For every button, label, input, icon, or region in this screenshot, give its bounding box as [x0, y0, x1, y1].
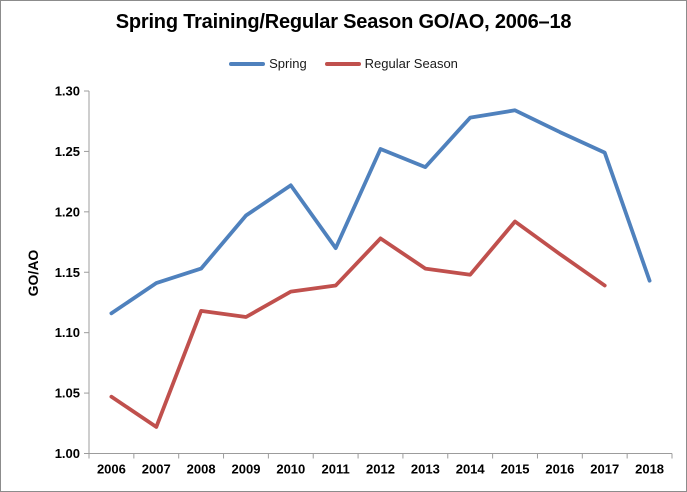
y-tick-label: 1.15	[55, 265, 80, 280]
x-tick-label: 2009	[232, 462, 261, 477]
x-tick-label: 2007	[142, 462, 171, 477]
x-tick-label: 2010	[276, 462, 305, 477]
regular-season-line-swatch	[324, 61, 361, 66]
y-tick-label: 1.10	[55, 325, 80, 340]
x-tick-label: 2015	[501, 462, 530, 477]
y-tick-label: 1.20	[55, 204, 80, 219]
legend-label-spring: Spring	[269, 56, 307, 71]
x-tick-label: 2014	[456, 462, 486, 477]
y-tick-label: 1.05	[55, 386, 80, 401]
legend-item-regular-season: Regular Season	[324, 56, 458, 71]
y-tick-label: 1.25	[55, 144, 80, 159]
y-tick-label: 1.30	[55, 84, 80, 99]
spring-line-swatch	[229, 61, 266, 66]
series-line-spring	[109, 108, 652, 316]
x-tick-label: 2008	[187, 462, 216, 477]
x-tick-label: 2017	[590, 462, 619, 477]
y-tick-label: 1.00	[55, 446, 80, 461]
x-tick-label: 2006	[97, 462, 126, 477]
legend: Spring Regular Season	[1, 56, 686, 71]
series-line-regular-season	[109, 219, 607, 429]
x-tick-label: 2016	[545, 462, 574, 477]
x-tick-label: 2011	[322, 462, 350, 477]
x-tick-label: 2012	[366, 462, 395, 477]
legend-label-regular-season: Regular Season	[364, 56, 458, 71]
x-tick-label: 2018	[635, 462, 664, 477]
legend-item-spring: Spring	[229, 56, 307, 71]
x-tick-label: 2013	[411, 462, 440, 477]
chart-title: Spring Training/Regular Season GO/AO, 20…	[115, 11, 572, 33]
